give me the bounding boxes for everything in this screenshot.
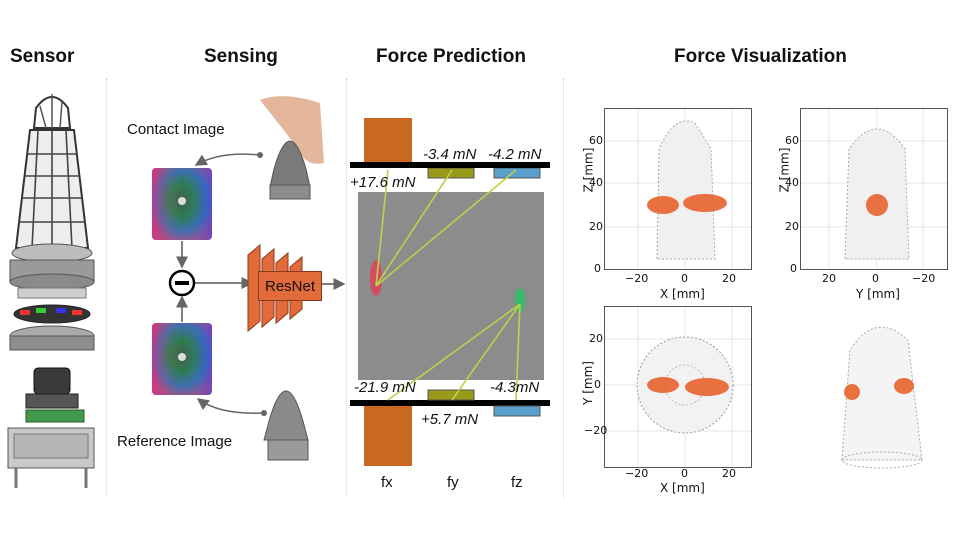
tick: −20 [625,467,649,480]
tactile-difference-image [358,192,544,380]
xy-ylabel: Y [mm] [580,361,595,405]
tick: 0 [681,467,688,480]
contact-image-label: Contact Image [127,121,225,138]
force-prediction-panel [350,118,550,466]
bar-fz-bottom [493,405,541,417]
sensing-pipeline [152,96,346,461]
bar-fx-top [364,118,412,164]
tick: 60 [589,134,603,147]
tick: 20 [589,220,603,233]
axis-fz-label: fz [511,474,523,491]
bar-fx-bottom [364,406,412,466]
force-fz-top-value: -4.2 mN [488,146,542,163]
tick: −20 [912,272,936,285]
bar-fy-top [427,167,475,179]
tick: 20 [822,272,836,285]
force-visualization-title: Force Visualization [674,46,847,67]
reference-image-label: Reference Image [117,433,233,450]
sensor-3d-view [841,326,923,469]
tick: 0 [790,262,797,275]
tick: −20 [625,272,649,285]
contact-tactile-image [152,168,212,240]
tick: 20 [722,467,736,480]
sensor-title: Sensor [10,46,75,67]
sensing-title: Sensing [204,46,278,67]
tick: 0 [681,272,688,285]
xz-xlabel: X [mm] [660,287,705,301]
force-fx-top-value: +17.6 mN [350,174,416,191]
divider [106,78,107,498]
sensor-exploded-view [7,94,95,488]
resnet-label: ResNet [258,271,322,301]
baseline-bottom [350,400,550,406]
divider [563,78,564,498]
tick: 0 [594,378,601,391]
tick: −20 [584,424,608,437]
plot-xz [604,108,752,270]
force-fz-bottom-value: -4.3mN [490,379,540,396]
reference-photo [263,390,309,461]
force-fx-bottom-value: -21.9 mN [354,379,416,396]
tick: 0 [594,262,601,275]
force-fy-top-value: -3.4 mN [423,146,477,163]
tick: 40 [785,176,799,189]
force-prediction-title: Force Prediction [376,46,526,67]
divider [346,78,347,498]
bar-fz-top [493,167,541,179]
yz-xlabel: Y [mm] [856,287,900,301]
tick: 20 [785,220,799,233]
contact-photo [260,96,324,200]
axis-fx-label: fx [381,474,393,491]
bar-fy-bottom [427,389,475,401]
tick: 40 [589,176,603,189]
plot-yz [800,108,948,270]
tick: 20 [589,332,603,345]
force-fy-bottom-value: +5.7 mN [421,411,479,428]
tick: 60 [785,134,799,147]
tick: 20 [722,272,736,285]
baseline-top [350,162,550,168]
xy-xlabel: X [mm] [660,481,705,495]
plot-xy [604,306,752,468]
minus-circle-icon [168,269,196,297]
reference-tactile-image [152,323,212,395]
tick: 0 [872,272,879,285]
axis-fy-label: fy [447,474,459,491]
